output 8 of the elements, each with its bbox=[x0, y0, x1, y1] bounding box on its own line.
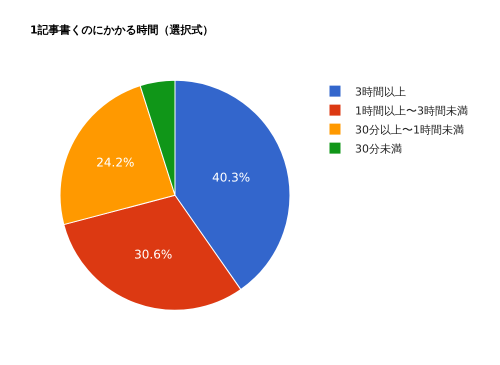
legend-label: 1時間以上〜3時間未満 bbox=[355, 104, 468, 118]
legend-label: 3時間以上 bbox=[355, 85, 406, 98]
data-label: 30.6% bbox=[134, 248, 172, 262]
legend-label: 30分未満 bbox=[355, 142, 402, 156]
legend-label: 30分以上〜1時間未満 bbox=[355, 123, 464, 136]
data-label: 40.3% bbox=[212, 170, 250, 185]
chart-title: 1記事書くのにかかる時間（選択式） bbox=[30, 23, 214, 36]
data-label: 24.2% bbox=[96, 155, 134, 170]
